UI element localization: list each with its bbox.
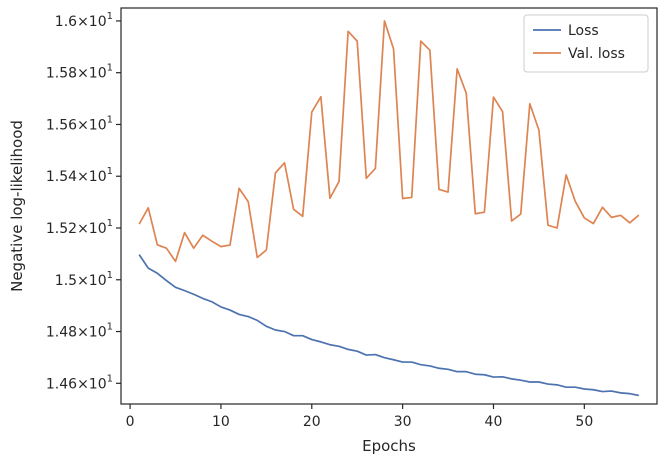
y-tick-base: 10: [89, 66, 107, 82]
y-tick-times: ×: [77, 221, 89, 237]
y-tick-base: 10: [89, 273, 107, 289]
y-tick-times: ×: [77, 376, 89, 392]
y-tick-mantissa: 1.52: [46, 221, 77, 237]
y-tick-label: 1.5×101: [55, 270, 113, 289]
y-tick-times: ×: [77, 169, 89, 185]
y-tick-exponent: 1: [107, 114, 113, 125]
x-tick-label: 10: [212, 414, 230, 430]
x-tick-label: 50: [575, 414, 593, 430]
y-tick-exponent: 1: [107, 218, 113, 229]
y-tick-base: 10: [89, 169, 107, 185]
series-layer: [138, 20, 640, 397]
y-tick-exponent: 1: [107, 11, 113, 22]
y-tick-label: 1.6×101: [55, 11, 113, 30]
y-tick-mantissa: 1.56: [46, 117, 77, 133]
plot-frame: [120, 7, 658, 405]
y-tick-exponent: 1: [107, 63, 113, 74]
series-line-val-loss: [138, 20, 640, 263]
legend-label: Loss: [568, 23, 599, 39]
x-axis-ticks: 0 10 20 30 40 50: [126, 404, 593, 430]
x-tick-label: 30: [394, 414, 412, 430]
y-axis-ticks: 1.46×1011.48×1011.5×1011.52×1011.54×1011…: [46, 11, 121, 392]
y-tick-mantissa: 1.6: [55, 14, 77, 30]
y-tick-mantissa: 1.58: [46, 66, 77, 82]
x-tick-label: 20: [303, 414, 321, 430]
y-tick-mantissa: 1.5: [55, 273, 77, 289]
y-tick-label: 1.52×101: [46, 218, 113, 237]
y-tick-base: 10: [89, 325, 107, 341]
y-tick-times: ×: [77, 14, 89, 30]
series-line-loss: [138, 254, 639, 397]
y-tick-base: 10: [89, 376, 107, 392]
y-tick-times: ×: [77, 325, 89, 341]
x-tick-label: 40: [485, 414, 503, 430]
y-tick-base: 10: [89, 117, 107, 133]
y-tick-label: 1.48×101: [46, 322, 113, 341]
y-tick-label: 1.56×101: [46, 114, 113, 133]
y-tick-base: 10: [89, 221, 107, 237]
y-tick-mantissa: 1.48: [46, 325, 77, 341]
y-tick-times: ×: [77, 66, 89, 82]
y-tick-times: ×: [77, 273, 89, 289]
legend: Loss Val. loss: [523, 14, 649, 73]
legend-label: Val. loss: [568, 46, 625, 62]
y-tick-mantissa: 1.46: [46, 376, 77, 392]
y-tick-exponent: 1: [107, 373, 113, 384]
y-tick-base: 10: [89, 14, 107, 30]
y-tick-label: 1.54×101: [46, 166, 113, 185]
x-axis-label: Epochs: [362, 437, 416, 455]
y-tick-exponent: 1: [107, 270, 113, 281]
y-tick-label: 1.46×101: [46, 373, 113, 392]
x-tick-label: 0: [126, 414, 135, 430]
y-tick-exponent: 1: [107, 166, 113, 177]
y-tick-exponent: 1: [107, 322, 113, 333]
y-tick-label: 1.58×101: [46, 63, 113, 82]
y-axis-label: Negative log-likelihood: [8, 120, 26, 292]
y-tick-times: ×: [77, 117, 89, 133]
y-tick-mantissa: 1.54: [46, 169, 77, 185]
